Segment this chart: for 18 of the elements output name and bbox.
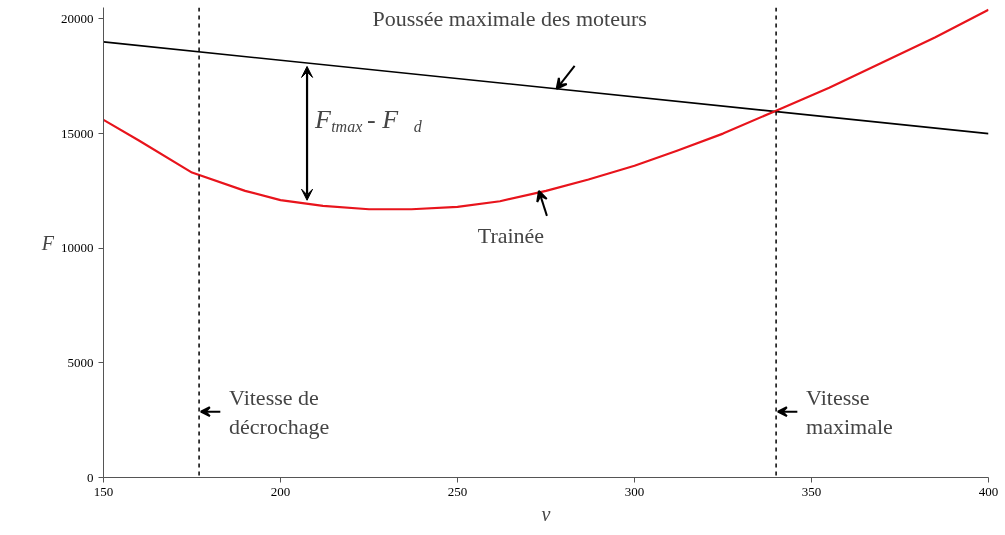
x-tick-label: 250: [447, 483, 468, 499]
y-tick-label: 5000: [67, 354, 94, 370]
annotation: Poussée maximale des moteurs: [372, 6, 647, 32]
y-tick-label: 20000: [61, 10, 94, 26]
x-tick-label: 150: [93, 483, 114, 499]
y-tick-label: 10000: [61, 240, 94, 256]
y-axis-title: F: [40, 231, 55, 254]
y-tick-label: 0: [87, 469, 94, 485]
line-series: [103, 8, 989, 211]
x-tick-label: 400: [978, 483, 999, 499]
x-axis-title: v: [541, 502, 551, 525]
x-tick-label: 300: [624, 483, 645, 499]
ref-line-label: Vitesse maximale: [806, 384, 893, 439]
x-tick-label: 350: [801, 483, 822, 499]
x-tick-label: 200: [270, 483, 291, 499]
annotation: Trainée: [477, 223, 545, 249]
y-tick-label: 15000: [61, 125, 94, 141]
ref-line-label: Vitesse de décrochage: [229, 384, 330, 439]
